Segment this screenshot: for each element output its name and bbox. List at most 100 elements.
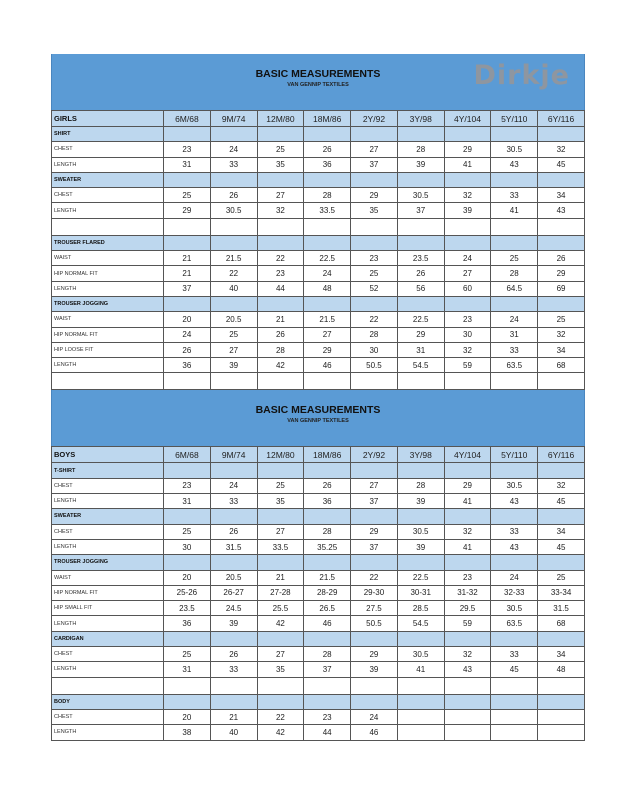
empty-cell: [537, 630, 585, 648]
measurement-value: 29.5: [443, 600, 492, 617]
measurement-value: 29: [396, 326, 445, 343]
measurement-value: 27: [303, 326, 352, 343]
measurement-value: 26-27: [209, 584, 258, 602]
empty-cell: [350, 462, 398, 479]
section-row: BODY: [51, 693, 585, 710]
measurement-value: 32: [443, 187, 492, 204]
measurement-value: 31.5: [209, 538, 258, 556]
size-column-header: 2Y/92: [350, 446, 398, 464]
measurement-label: LENGTH: [51, 202, 164, 219]
measurement-value: 39: [209, 615, 258, 632]
section-label: TROUSER JOGGING: [51, 554, 164, 571]
measurement-value: 50.5: [350, 615, 398, 632]
empty-cell: [256, 234, 305, 252]
size-column-header: 4Y/104: [443, 446, 492, 464]
empty-cell: [163, 171, 211, 189]
measurement-value: 39: [350, 661, 398, 678]
measurement-value: 33.5: [303, 202, 352, 219]
empty-cell: [350, 234, 398, 252]
size-column-header: 5Y/110: [490, 110, 539, 127]
measurement-value: 39: [209, 357, 258, 374]
empty-cell: [256, 295, 305, 313]
measurement-value: 41: [443, 156, 492, 173]
measurement-label: CHEST: [51, 523, 164, 540]
measurement-value: 27-28: [256, 584, 305, 602]
measurement-value: 31: [163, 156, 211, 173]
measurement-value: 28: [256, 341, 305, 359]
size-column-header: 6Y/116: [537, 446, 585, 464]
size-column-header: 18M/86: [303, 110, 352, 127]
header-band: BASIC MEASUREMENTS VAN GENNIP TEXTILES Dir…: [51, 54, 585, 110]
measurement-value: 32: [537, 326, 585, 343]
measurement-value: 26: [163, 341, 211, 359]
empty-cell: [490, 676, 539, 695]
measurement-value: 22: [256, 250, 305, 267]
measurement-value: 22.5: [303, 250, 352, 267]
measurement-value: 22.5: [396, 569, 445, 586]
table-row: LENGTH 30 31.5 33.5 35.25 37 39 41 43 45: [51, 538, 585, 556]
measurement-value: 36: [303, 493, 352, 510]
table-row: HIP NORMAL FIT 21 22 23 24 25 26 27 28 29: [51, 265, 585, 282]
table-row: LENGTH 37 40 44 48 52 56 60 64.5 69: [51, 280, 585, 297]
measurement-value: 45: [537, 156, 585, 173]
empty-cell: [396, 630, 445, 648]
measurement-value: 37: [350, 538, 398, 556]
empty-cell: [350, 508, 398, 525]
measurement-label: LENGTH: [51, 724, 164, 741]
measurement-value: 54.5: [396, 357, 445, 374]
measurement-value: 25: [256, 477, 305, 495]
empty-cell: [209, 234, 258, 252]
measurement-value: [396, 724, 445, 741]
measurement-value: 37: [350, 156, 398, 173]
measurement-value: 54.5: [396, 615, 445, 632]
measurement-value: 32-33: [490, 584, 539, 602]
empty-cell: [490, 508, 539, 525]
measurement-value: 27: [256, 523, 305, 540]
size-column-header: 3Y/98: [396, 110, 445, 127]
spacer-row: [51, 372, 585, 391]
measurement-value: 29: [537, 265, 585, 282]
measurement-value: 33: [490, 523, 539, 540]
measurement-label: WAIST: [51, 311, 164, 328]
measurement-value: 30: [163, 538, 211, 556]
measurement-value: 36: [303, 156, 352, 173]
measurement-label: LENGTH: [51, 280, 164, 297]
empty-cell: [163, 372, 211, 391]
measurement-value: 23.5: [396, 250, 445, 267]
measurement-value: 43: [537, 202, 585, 219]
measurement-value: 37: [350, 493, 398, 510]
measurement-value: 41: [443, 538, 492, 556]
section-row: T-SHIRT: [51, 462, 585, 479]
empty-cell: [303, 217, 352, 236]
group-label: BOYS: [51, 446, 164, 464]
measurement-value: 27: [256, 646, 305, 663]
measurement-value: 33: [209, 661, 258, 678]
section-label: SWEATER: [51, 508, 164, 525]
size-column-header: 4Y/104: [443, 110, 492, 127]
empty-cell: [490, 554, 539, 571]
empty-cell: [163, 234, 211, 252]
measurement-value: 35: [256, 493, 305, 510]
measurement-value: 24: [443, 250, 492, 267]
empty-cell: [256, 372, 305, 391]
table-row: LENGTH 31 33 35 36 37 39 41 43 45: [51, 156, 585, 173]
measurement-value: 25: [490, 250, 539, 267]
section-row: SHIRT: [51, 125, 585, 143]
empty-cell: [209, 217, 258, 236]
empty-cell: [256, 125, 305, 143]
document-title: BASIC MEASUREMENTS: [255, 68, 381, 80]
empty-cell: [396, 676, 445, 695]
measurement-value: 39: [396, 538, 445, 556]
empty-cell: [303, 508, 352, 525]
measurement-value: [443, 708, 492, 726]
measurement-value: 37: [396, 202, 445, 219]
empty-cell: [209, 693, 258, 710]
measurement-label: HIP SMALL FIT: [51, 600, 164, 617]
measurement-value: [443, 724, 492, 741]
measurement-label: LENGTH: [51, 538, 164, 556]
measurement-value: 31: [490, 326, 539, 343]
document-subtitle: VAN GENNIP TEXTILES: [287, 418, 349, 425]
section-row: SWEATER: [51, 171, 585, 189]
measurement-value: 63.5: [490, 615, 539, 632]
measurement-value: 28: [303, 646, 352, 663]
